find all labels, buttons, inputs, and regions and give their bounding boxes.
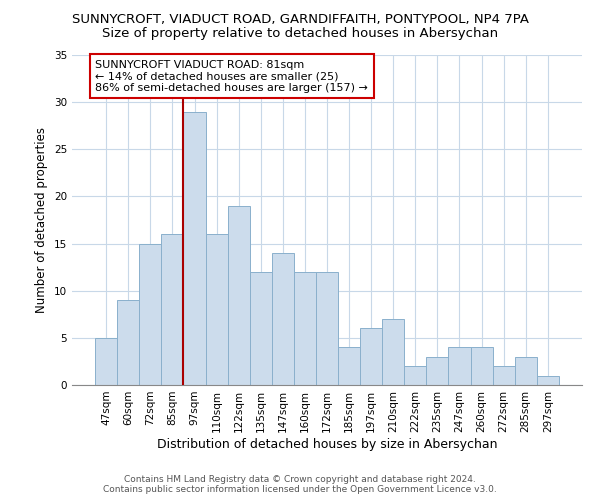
Bar — [493, 366, 515, 385]
Bar — [448, 348, 470, 385]
Bar — [117, 300, 139, 385]
Bar — [316, 272, 338, 385]
Bar — [360, 328, 382, 385]
Bar — [382, 319, 404, 385]
Bar — [139, 244, 161, 385]
Text: SUNNYCROFT VIADUCT ROAD: 81sqm
← 14% of detached houses are smaller (25)
86% of : SUNNYCROFT VIADUCT ROAD: 81sqm ← 14% of … — [95, 60, 368, 93]
Text: Contains HM Land Registry data © Crown copyright and database right 2024.
Contai: Contains HM Land Registry data © Crown c… — [103, 474, 497, 494]
Text: Size of property relative to detached houses in Abersychan: Size of property relative to detached ho… — [102, 28, 498, 40]
Bar — [515, 356, 537, 385]
Bar — [161, 234, 184, 385]
Bar — [338, 348, 360, 385]
Bar — [272, 253, 294, 385]
Bar — [184, 112, 206, 385]
Bar — [294, 272, 316, 385]
Bar — [227, 206, 250, 385]
Bar — [206, 234, 227, 385]
Bar — [404, 366, 427, 385]
Y-axis label: Number of detached properties: Number of detached properties — [35, 127, 49, 313]
Bar — [470, 348, 493, 385]
Text: SUNNYCROFT, VIADUCT ROAD, GARNDIFFAITH, PONTYPOOL, NP4 7PA: SUNNYCROFT, VIADUCT ROAD, GARNDIFFAITH, … — [71, 12, 529, 26]
Bar — [537, 376, 559, 385]
X-axis label: Distribution of detached houses by size in Abersychan: Distribution of detached houses by size … — [157, 438, 497, 450]
Bar — [427, 356, 448, 385]
Bar — [250, 272, 272, 385]
Bar — [95, 338, 117, 385]
